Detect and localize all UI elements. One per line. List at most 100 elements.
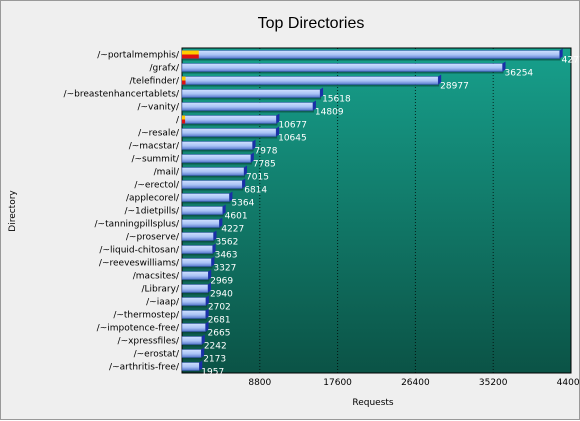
bar-group: 7015 [181,165,269,183]
category-label: /~breastenhancertablets/ [64,90,180,100]
bar [181,141,253,150]
bar-group: 2702 [181,295,231,313]
bar [181,336,203,345]
bar-segment [182,119,186,124]
bar-value-label: 2969 [210,277,233,287]
bar [181,284,209,293]
bar-group: 2940 [181,282,233,300]
category-label: /~arthritis-free/ [109,363,180,373]
bar-cap [205,308,209,319]
bar-value-label: 7015 [246,173,269,183]
category-label: /~macstar/ [129,142,180,152]
bar-value-label: 1957 [201,368,224,378]
bar-cap [205,295,209,306]
bar-group: 2969 [181,269,233,287]
bar-group: 42719 [181,48,580,66]
x-tick-labels: 8800 17600 26400 35200 44000 [248,378,580,388]
bar-group: 3327 [181,256,236,274]
category-label: /grafx/ [150,64,180,74]
bar-cap [276,126,280,137]
category-label: /~proserve/ [126,233,180,243]
category-label: /~iaap/ [146,298,180,308]
bar [181,297,207,306]
bar-value-label: 5364 [231,199,254,209]
bar-cap [252,139,256,150]
x-axis-label: Requests [352,398,394,408]
bar-cap [229,191,233,202]
bar [181,63,503,72]
x-tick-label: 35200 [479,378,508,388]
bar-group: 3562 [181,230,238,248]
category-label: /telefinder/ [130,77,180,87]
category-label: /~erectol/ [134,181,180,191]
bar-value-label: 2940 [210,290,233,300]
bar-segment [182,80,186,85]
bar [181,89,321,98]
category-label: /~vanity/ [137,103,179,113]
bar-cap [312,100,316,111]
gridlines [259,48,494,373]
category-label: /applecorel/ [126,194,180,204]
bar-value-label: 7978 [255,147,278,157]
bar-cap [438,74,442,85]
category-label: /~reeveswilliams/ [99,259,180,269]
bar [181,362,200,371]
bar-cap [276,113,280,124]
bar-group: 4601 [181,204,248,222]
bar [181,102,314,111]
bar-cap [212,243,216,254]
bar [181,219,220,228]
chart-title: Top Directories [258,15,365,32]
bar-value-label: 10645 [278,134,307,144]
bar-value-label: 15618 [322,95,351,105]
plot-area [181,47,572,374]
bar [181,323,206,332]
bar-cap [320,87,324,98]
bar-cap [211,256,215,267]
bar-value-label: 2173 [203,355,226,365]
bar-segment [182,76,186,81]
category-label: /~xpressfiles/ [118,337,180,347]
y-axis-label: Directory [8,190,18,232]
bar [181,50,560,59]
bar [181,206,223,215]
bar-group: 15618 [181,87,351,105]
bar [181,271,209,280]
bar-cap [213,230,217,241]
bar-cap [201,334,205,345]
bar-value-label: 7785 [253,160,276,170]
bar-cap [208,269,212,280]
bar [181,310,206,319]
category-label: /~tanningpillsplus/ [95,220,180,230]
bar-group: 10645 [181,126,307,144]
bar-group: 1957 [181,360,224,378]
category-label: /~liquid-chitosan/ [99,246,180,256]
bar-cap [250,152,254,163]
bar-group: 7978 [181,139,278,157]
bar-segment [182,115,186,120]
bar [181,349,202,358]
bar-value-label: 14809 [315,108,344,118]
x-tick-label: 8800 [248,378,271,388]
bar [181,167,245,176]
category-label: /mail/ [154,168,180,178]
bar [181,193,230,202]
category-label: /~thermostep/ [113,311,180,321]
bar [181,76,439,85]
bar [181,115,277,124]
bar-group: 2242 [181,334,227,352]
bar-cap [502,61,506,72]
bar-segment [182,54,199,59]
bar-group: 4227 [181,217,244,235]
bar-cap [244,165,248,176]
bar-value-label: 2681 [208,316,231,326]
bar-value-label: 3327 [213,264,236,274]
category-labels: /~portalmemphis/ /grafx/ /telefinder/ /~bre… [64,51,180,373]
category-label: /macsites/ [133,272,180,282]
category-label: /~erostat/ [134,350,180,360]
bar-cap [222,204,226,215]
bar-value-label: 2702 [208,303,231,313]
bar-value-label: 6814 [244,186,267,196]
